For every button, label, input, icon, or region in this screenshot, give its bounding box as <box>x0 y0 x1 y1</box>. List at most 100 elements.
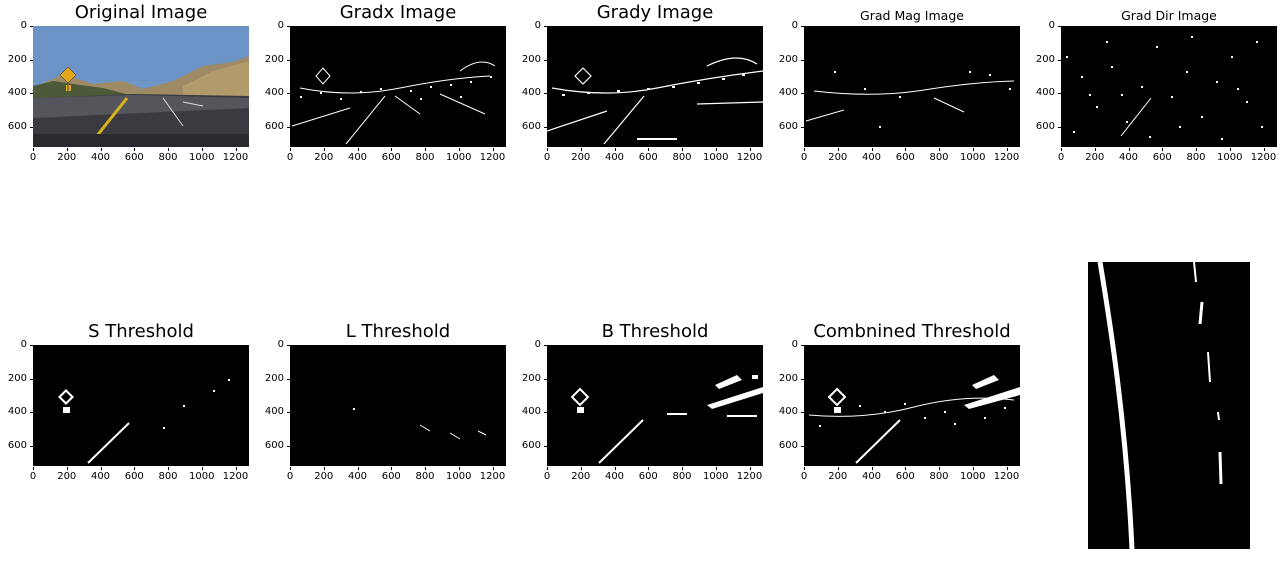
x-tick-label: 400 <box>852 467 892 482</box>
binary-map <box>353 408 487 440</box>
y-tick-label: 600 <box>770 121 804 132</box>
x-tick-label: 0 <box>13 467 53 482</box>
x-tick-label: 200 <box>304 467 344 482</box>
x-tick-label: 600 <box>371 148 411 163</box>
y-tick-label: 400 <box>0 88 33 98</box>
x-tick-label: 600 <box>885 148 925 163</box>
y-tick-label: 600 <box>513 440 547 451</box>
y-tick-label: 600 <box>513 121 547 132</box>
y-tick-label: 0 <box>0 340 33 350</box>
y-tick-label: 600 <box>0 440 33 451</box>
x-tick-label: 400 <box>338 148 378 163</box>
x-tick-label: 200 <box>304 148 344 163</box>
x-tick-label: 200 <box>818 148 858 163</box>
x-tick-label: 800 <box>405 467 445 482</box>
panel-title: Combnined Threshold <box>813 321 1011 342</box>
x-tick-label: 1000 <box>439 467 479 482</box>
x-tick-label: 400 <box>1109 148 1149 163</box>
binary-map <box>58 379 230 464</box>
x-tick-label: 600 <box>1142 148 1182 163</box>
x-tick-label: 200 <box>561 467 601 482</box>
edge-map <box>291 61 496 145</box>
y-tick-label: 400 <box>513 88 547 98</box>
y-tick-label: 0 <box>513 340 547 350</box>
x-tick-label: 200 <box>1075 148 1115 163</box>
edge-map <box>547 57 763 145</box>
x-tick-label: 600 <box>371 467 411 482</box>
gradx-image <box>290 26 506 147</box>
y-tick-label: 200 <box>256 373 290 384</box>
binary-map <box>570 375 763 464</box>
lane-lines <box>1097 262 1223 549</box>
panel-title: Original Image <box>74 2 208 23</box>
x-tick-label: 1000 <box>953 148 993 163</box>
x-tick-label: 600 <box>114 467 154 482</box>
b-threshold-image <box>547 345 763 466</box>
y-tick-label: 600 <box>770 440 804 451</box>
x-tick-label: 400 <box>852 148 892 163</box>
y-tick-label: 400 <box>1027 88 1061 98</box>
y-tick-label: 400 <box>513 407 547 417</box>
panel-title: Gradx Image <box>339 2 457 23</box>
x-tick-label: 600 <box>885 467 925 482</box>
x-tick-label: 0 <box>1041 148 1081 163</box>
edge-map <box>1066 36 1263 140</box>
panel-title: Grad Dir Image <box>1121 8 1217 23</box>
x-tick-label: 1000 <box>953 467 993 482</box>
y-tick-label: 200 <box>770 54 804 65</box>
panel-title: L Threshold <box>345 321 451 342</box>
grad-dir-image <box>1061 26 1277 147</box>
x-tick-label: 1000 <box>439 148 479 163</box>
x-tick-label: 800 <box>919 467 959 482</box>
x-tick-label: 1000 <box>696 148 736 163</box>
x-tick-label: 1200 <box>730 467 770 482</box>
x-tick-label: 200 <box>561 148 601 163</box>
x-tick-label: 400 <box>338 467 378 482</box>
y-tick-label: 600 <box>0 121 33 132</box>
y-tick-label: 600 <box>256 121 290 132</box>
x-tick-label: 1200 <box>987 467 1027 482</box>
x-tick-label: 1200 <box>730 148 770 163</box>
x-tick-label: 1200 <box>473 467 513 482</box>
x-tick-label: 1000 <box>182 467 222 482</box>
y-tick-label: 400 <box>0 407 33 417</box>
original-image <box>33 26 249 147</box>
x-tick-label: 800 <box>662 148 702 163</box>
x-tick-label: 1000 <box>1210 148 1250 163</box>
x-tick-label: 800 <box>919 148 959 163</box>
grad-mag-image <box>804 26 1020 147</box>
x-tick-label: 0 <box>270 148 310 163</box>
x-tick-label: 400 <box>595 467 635 482</box>
y-tick-label: 600 <box>1027 121 1061 132</box>
x-tick-label: 1000 <box>182 148 222 163</box>
x-tick-label: 600 <box>628 148 668 163</box>
x-tick-label: 400 <box>81 148 121 163</box>
x-tick-label: 1200 <box>1244 148 1284 163</box>
x-tick-label: 200 <box>47 148 87 163</box>
combined-threshold-image <box>804 345 1020 466</box>
x-tick-label: 800 <box>148 148 188 163</box>
y-tick-label: 0 <box>513 21 547 31</box>
x-tick-label: 0 <box>527 148 567 163</box>
binary-map <box>808 375 1020 464</box>
y-tick-label: 400 <box>256 407 290 417</box>
x-tick-label: 0 <box>13 148 53 163</box>
y-tick-label: 200 <box>513 373 547 384</box>
y-tick-label: 200 <box>1027 54 1061 65</box>
y-tick-label: 200 <box>256 54 290 65</box>
x-tick-label: 1200 <box>473 148 513 163</box>
y-tick-label: 0 <box>0 21 33 31</box>
x-tick-label: 800 <box>662 467 702 482</box>
y-tick-label: 600 <box>256 440 290 451</box>
x-tick-label: 1200 <box>216 467 256 482</box>
grady-image <box>547 26 763 147</box>
panel-title: Grady Image <box>596 2 714 23</box>
y-tick-label: 200 <box>0 54 33 65</box>
panel-title: Grad Mag Image <box>860 8 964 23</box>
x-tick-label: 200 <box>47 467 87 482</box>
y-tick-label: 400 <box>770 88 804 98</box>
x-tick-label: 0 <box>270 467 310 482</box>
x-tick-label: 600 <box>114 148 154 163</box>
x-tick-label: 1000 <box>696 467 736 482</box>
x-tick-label: 800 <box>405 148 445 163</box>
